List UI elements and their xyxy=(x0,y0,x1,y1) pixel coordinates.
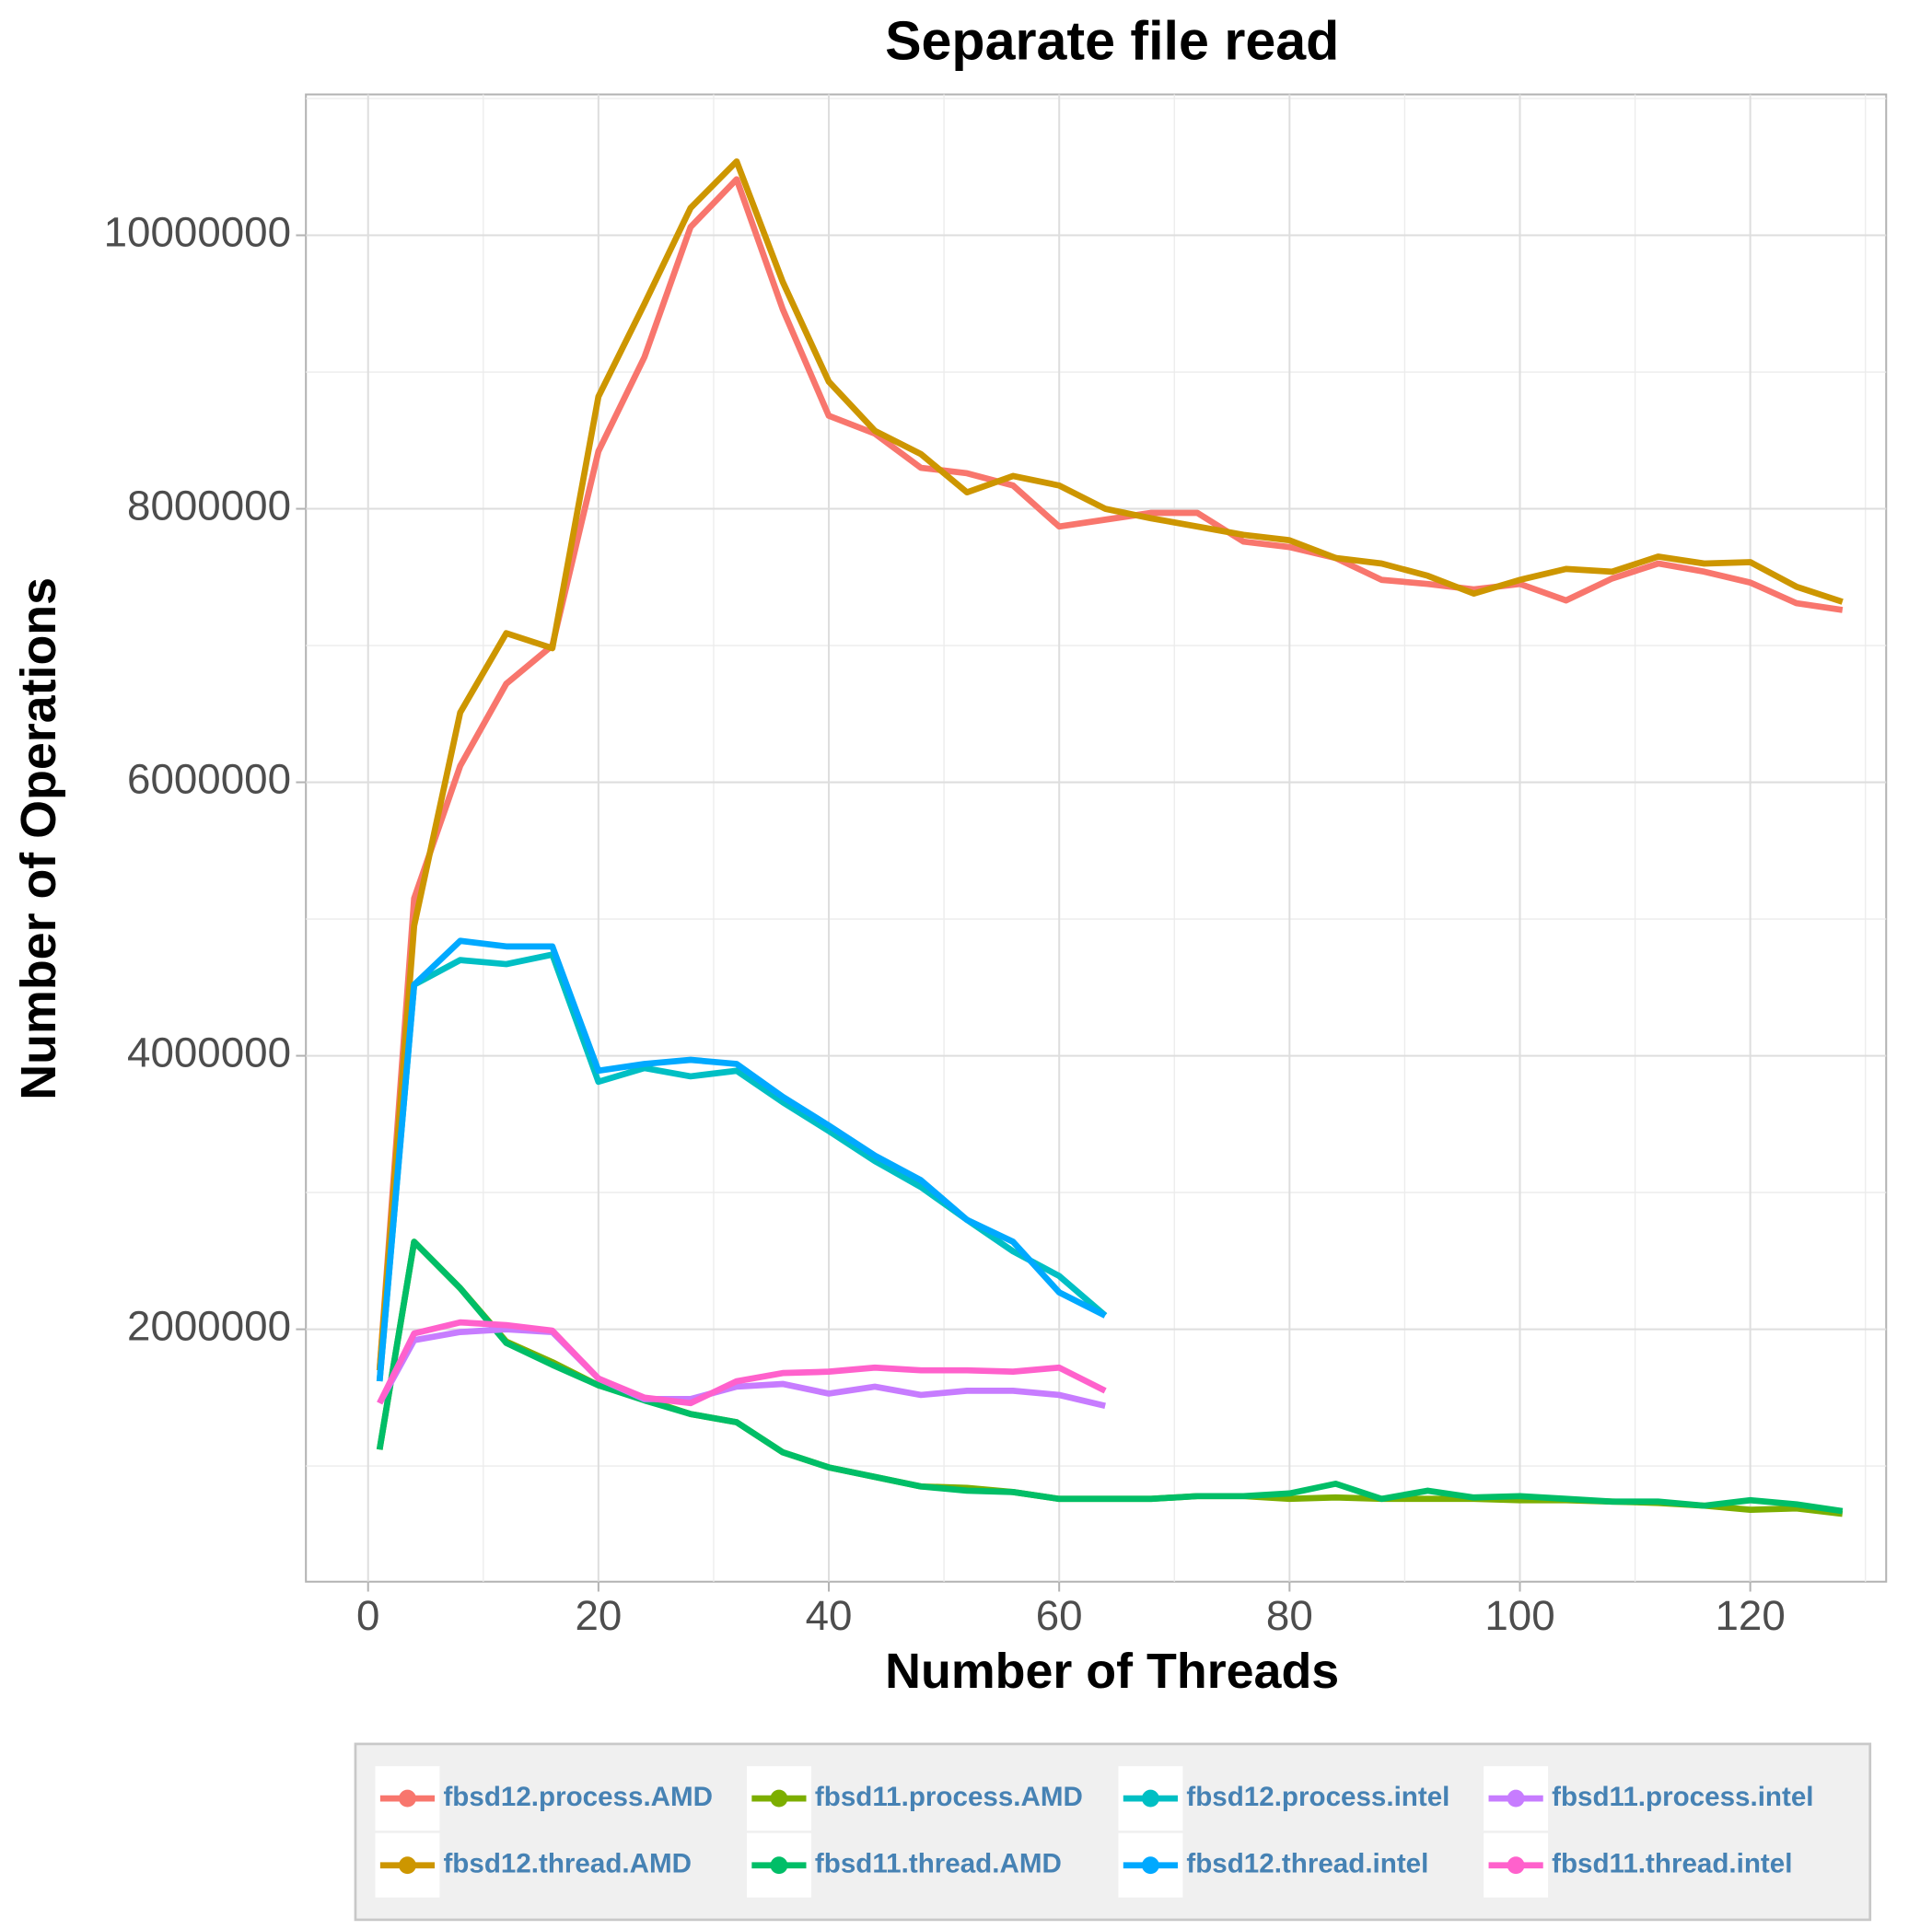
legend-dot xyxy=(770,1856,788,1875)
x-axis-title: Number of Threads xyxy=(885,1644,1339,1699)
x-tick-label: 0 xyxy=(356,1592,379,1639)
y-tick-label: 6000000 xyxy=(127,756,291,803)
plot-panel xyxy=(305,93,1888,1583)
series-line xyxy=(376,157,1844,1371)
chart-title: Separate file read xyxy=(885,9,1339,71)
x-tick-label: 120 xyxy=(1716,1592,1786,1639)
series-line xyxy=(376,937,1107,1382)
grid xyxy=(306,94,1887,1582)
legend-dot xyxy=(1141,1856,1159,1875)
legend-dot xyxy=(1507,1856,1525,1875)
legend-label: fbsd11.thread.AMD xyxy=(815,1849,1062,1879)
legend-label: fbsd12.process.intel xyxy=(1186,1782,1449,1812)
y-tick-label: 4000000 xyxy=(127,1029,291,1076)
legend-label: fbsd12.process.AMD xyxy=(443,1782,713,1812)
legend-label: fbsd12.thread.AMD xyxy=(443,1849,692,1879)
legend-dot xyxy=(399,1856,416,1875)
legend-dot xyxy=(399,1789,416,1808)
legend-dot xyxy=(1141,1789,1159,1808)
x-tick-label: 100 xyxy=(1484,1592,1554,1639)
series-line xyxy=(376,176,1844,1371)
x-tick-label: 40 xyxy=(806,1592,853,1639)
series-line xyxy=(376,1238,1844,1515)
y-axis-title: Number of Operations xyxy=(11,577,66,1100)
x-tick-label: 80 xyxy=(1266,1592,1313,1639)
legend-box xyxy=(354,1742,1872,1922)
x-tick-label: 20 xyxy=(575,1592,622,1639)
legend-label: fbsd11.process.AMD xyxy=(815,1782,1083,1812)
series-line xyxy=(377,1319,1107,1407)
legend-label: fbsd11.thread.intel xyxy=(1552,1849,1792,1879)
legend-label: fbsd11.process.intel xyxy=(1552,1782,1813,1812)
legend-dot xyxy=(770,1789,788,1808)
y-tick-label: 8000000 xyxy=(127,482,291,529)
lines xyxy=(376,157,1844,1517)
x-tick-label: 60 xyxy=(1036,1592,1083,1639)
y-tick-label: 10000000 xyxy=(104,209,291,256)
legend-dot xyxy=(1507,1789,1525,1808)
series-line xyxy=(377,1326,1106,1410)
legend-label: fbsd12.thread.intel xyxy=(1186,1849,1428,1879)
y-tick-label: 2000000 xyxy=(127,1303,291,1350)
